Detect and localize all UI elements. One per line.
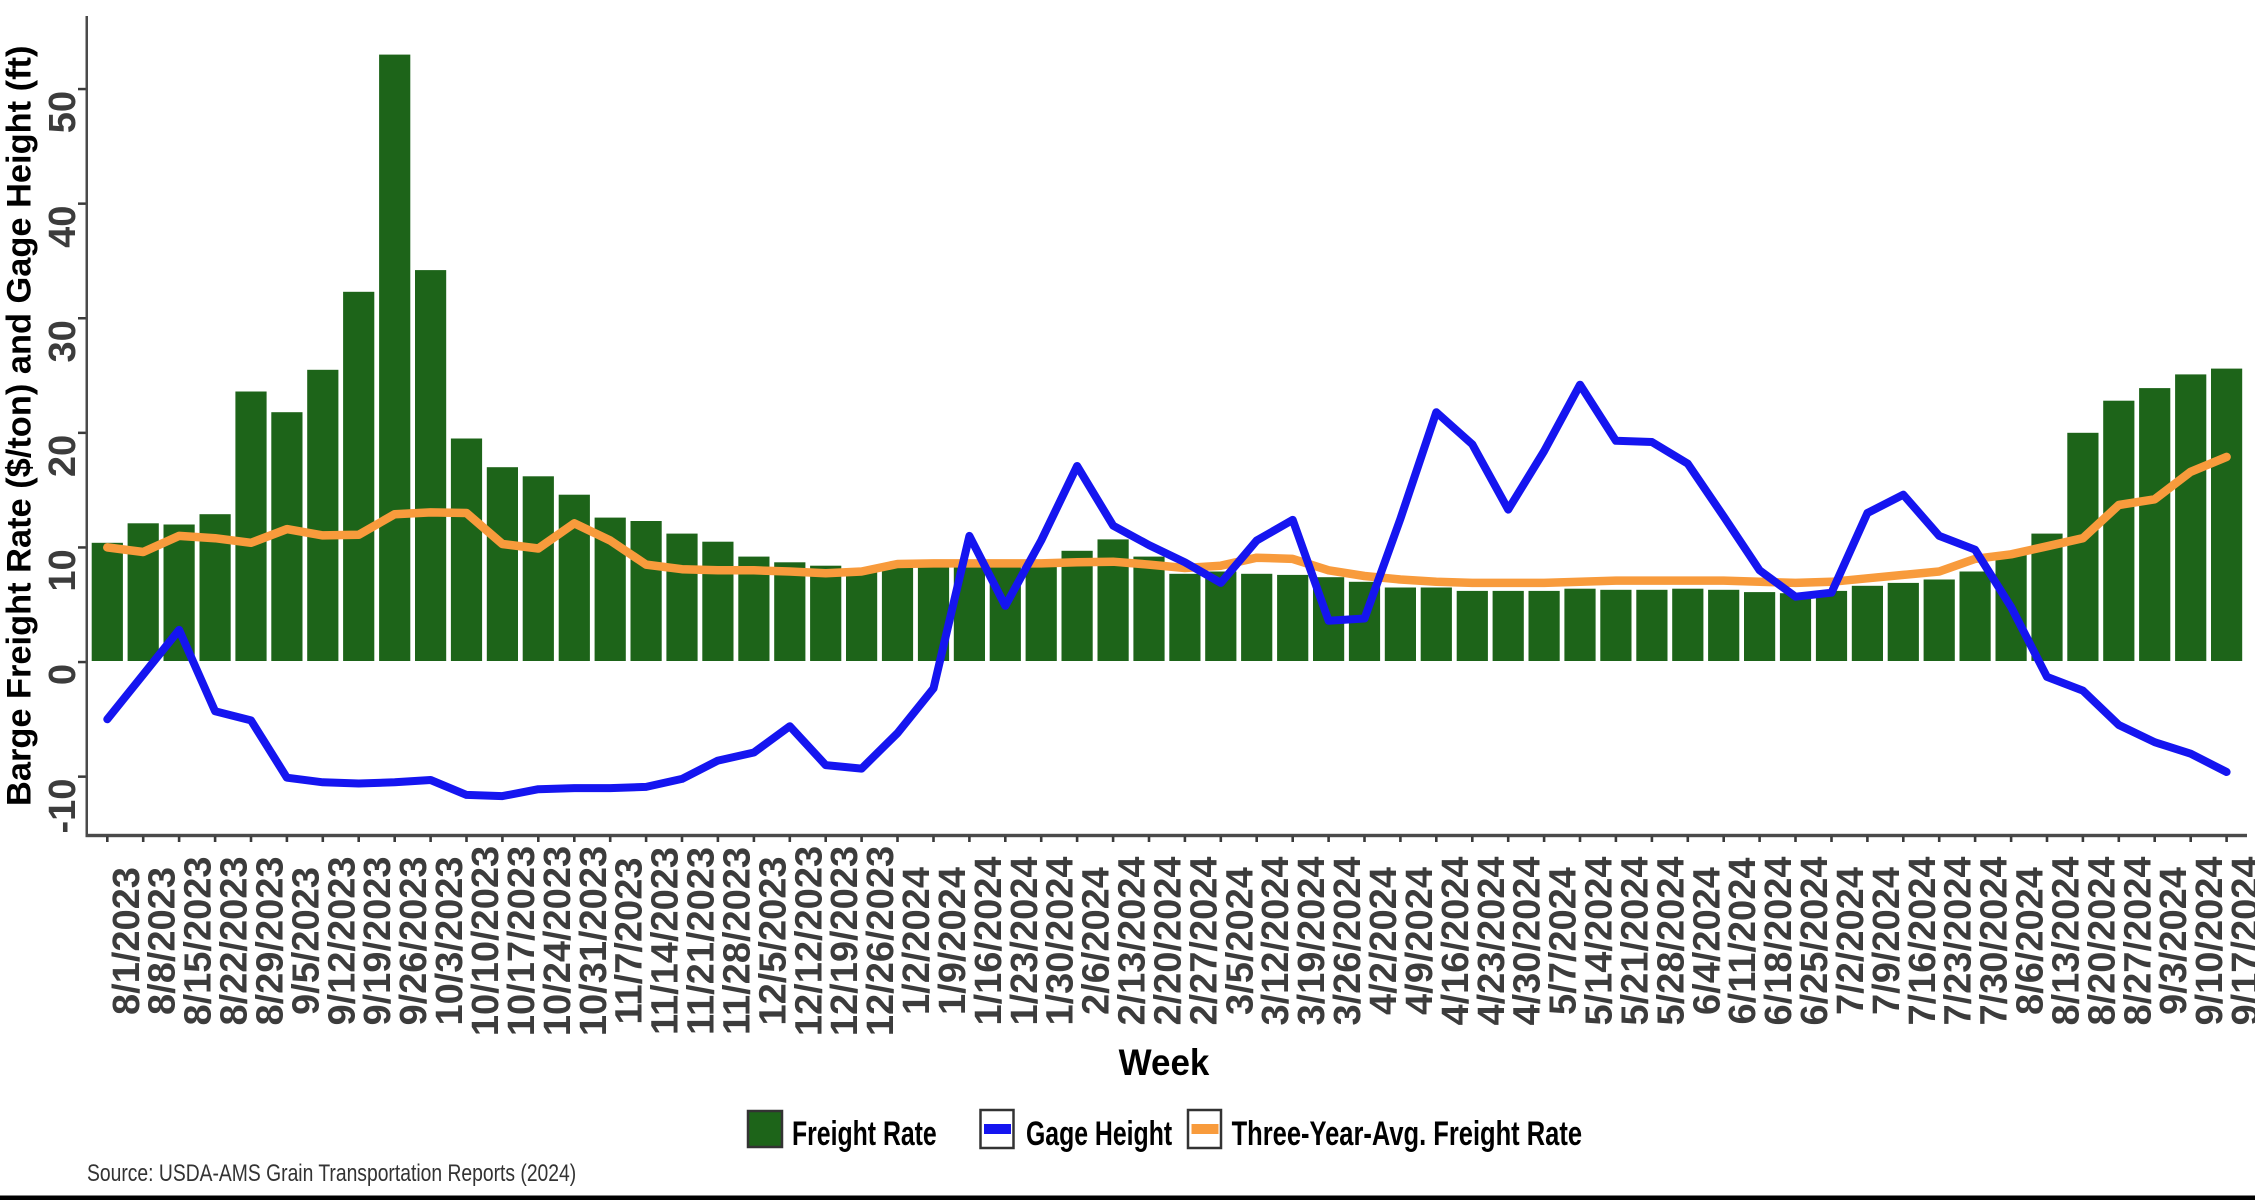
svg-text:2/6/2024: 2/6/2024 (1076, 867, 1118, 1015)
svg-text:10/31/2023: 10/31/2023 (573, 846, 615, 1036)
svg-text:9/10/2024: 9/10/2024 (2189, 856, 2231, 1025)
svg-text:Source: USDA-AMS Grain Transpo: Source: USDA-AMS Grain Transportation Re… (87, 1159, 576, 1187)
svg-text:11/28/2023: 11/28/2023 (716, 847, 758, 1035)
svg-text:7/9/2024: 7/9/2024 (1866, 867, 1908, 1015)
svg-text:-10: -10 (42, 779, 84, 834)
svg-text:5/7/2024: 5/7/2024 (1543, 867, 1585, 1015)
svg-text:Three-Year-Avg. Freight Rate: Three-Year-Avg. Freight Rate (1232, 1116, 1582, 1153)
svg-text:11/7/2023: 11/7/2023 (609, 858, 651, 1025)
svg-text:6/25/2024: 6/25/2024 (1794, 856, 1836, 1025)
svg-text:12/26/2023: 12/26/2023 (860, 846, 902, 1036)
svg-text:6/11/2024: 6/11/2024 (1722, 858, 1764, 1025)
svg-text:6/18/2024: 6/18/2024 (1758, 856, 1800, 1025)
svg-text:8/13/2024: 8/13/2024 (2046, 856, 2088, 1025)
svg-text:3/12/2024: 3/12/2024 (1255, 856, 1297, 1025)
svg-text:8/8/2023: 8/8/2023 (142, 867, 184, 1015)
svg-text:Barge Freight Rate ($/ton) and: Barge Freight Rate ($/ton) and Gage Heig… (1, 46, 39, 806)
svg-text:30: 30 (42, 320, 84, 362)
svg-text:1/23/2024: 1/23/2024 (1004, 856, 1046, 1025)
svg-text:1/30/2024: 1/30/2024 (1040, 856, 1082, 1025)
svg-text:3/5/2024: 3/5/2024 (1219, 867, 1261, 1015)
svg-text:9/12/2023: 9/12/2023 (321, 856, 363, 1025)
svg-text:5/21/2024: 5/21/2024 (1614, 856, 1656, 1025)
svg-text:10/3/2023: 10/3/2023 (429, 856, 471, 1025)
svg-text:5/28/2024: 5/28/2024 (1650, 856, 1692, 1025)
svg-text:8/1/2023: 8/1/2023 (106, 867, 148, 1015)
svg-text:12/12/2023: 12/12/2023 (788, 846, 830, 1036)
svg-text:2/20/2024: 2/20/2024 (1148, 856, 1190, 1025)
svg-text:20: 20 (42, 435, 84, 477)
svg-text:8/29/2023: 8/29/2023 (250, 856, 292, 1025)
svg-text:Gage Height: Gage Height (1026, 1115, 1172, 1153)
svg-text:4/23/2024: 4/23/2024 (1471, 856, 1513, 1025)
svg-text:10/17/2023: 10/17/2023 (501, 846, 543, 1036)
svg-text:11/14/2023: 11/14/2023 (645, 847, 687, 1035)
svg-text:9/5/2023: 9/5/2023 (285, 867, 327, 1015)
svg-text:8/6/2024: 8/6/2024 (2010, 867, 2052, 1015)
svg-text:10: 10 (42, 549, 84, 591)
svg-text:8/15/2023: 8/15/2023 (178, 856, 220, 1025)
svg-text:6/4/2024: 6/4/2024 (1686, 867, 1728, 1015)
svg-text:7/30/2024: 7/30/2024 (1974, 856, 2016, 1025)
svg-text:9/26/2023: 9/26/2023 (393, 856, 435, 1025)
svg-text:8/22/2023: 8/22/2023 (214, 856, 256, 1025)
svg-text:4/16/2024: 4/16/2024 (1435, 856, 1477, 1025)
svg-text:7/2/2024: 7/2/2024 (1830, 867, 1872, 1015)
svg-text:8/27/2024: 8/27/2024 (2117, 856, 2159, 1025)
svg-text:10/24/2023: 10/24/2023 (537, 846, 579, 1036)
svg-text:8/20/2024: 8/20/2024 (2081, 856, 2123, 1025)
svg-text:12/19/2023: 12/19/2023 (824, 846, 866, 1036)
svg-text:3/19/2024: 3/19/2024 (1291, 856, 1333, 1025)
svg-text:1/16/2024: 1/16/2024 (968, 856, 1010, 1025)
svg-text:2/13/2024: 2/13/2024 (1112, 856, 1154, 1025)
svg-text:9/17/2024: 9/17/2024 (2225, 856, 2255, 1025)
svg-text:9/19/2023: 9/19/2023 (357, 856, 399, 1025)
svg-text:1/2/2024: 1/2/2024 (896, 867, 938, 1015)
svg-text:Week: Week (1119, 1041, 1211, 1083)
svg-text:40: 40 (42, 206, 84, 248)
svg-text:4/2/2024: 4/2/2024 (1363, 867, 1405, 1015)
svg-text:5/14/2024: 5/14/2024 (1579, 856, 1621, 1025)
svg-text:4/30/2024: 4/30/2024 (1507, 856, 1549, 1025)
svg-text:7/23/2024: 7/23/2024 (1938, 856, 1980, 1025)
svg-text:10/10/2023: 10/10/2023 (465, 846, 507, 1036)
svg-text:1/9/2024: 1/9/2024 (932, 867, 974, 1015)
svg-text:2/27/2024: 2/27/2024 (1183, 856, 1225, 1025)
svg-text:50: 50 (42, 91, 84, 133)
svg-text:7/16/2024: 7/16/2024 (1902, 856, 1944, 1025)
svg-text:Freight Rate: Freight Rate (792, 1115, 937, 1153)
svg-text:11/21/2023: 11/21/2023 (681, 847, 723, 1035)
svg-text:0: 0 (42, 664, 84, 685)
svg-text:4/9/2024: 4/9/2024 (1399, 867, 1441, 1015)
svg-text:9/3/2024: 9/3/2024 (2153, 867, 2195, 1015)
svg-text:12/5/2023: 12/5/2023 (752, 856, 794, 1025)
svg-text:3/26/2024: 3/26/2024 (1327, 856, 1369, 1025)
